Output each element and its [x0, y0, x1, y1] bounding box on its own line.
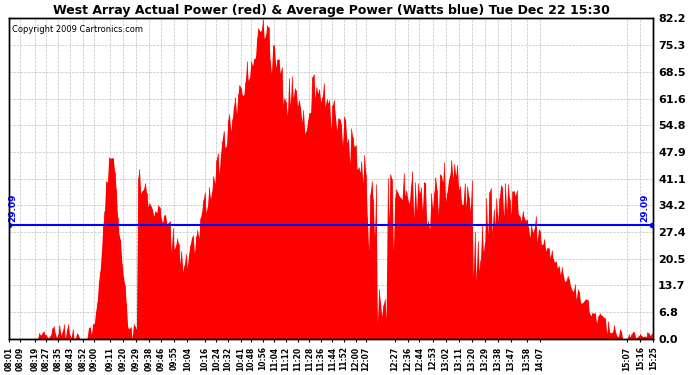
Text: Copyright 2009 Cartronics.com: Copyright 2009 Cartronics.com [12, 25, 143, 34]
Title: West Array Actual Power (red) & Average Power (Watts blue) Tue Dec 22 15:30: West Array Actual Power (red) & Average … [52, 4, 609, 17]
Text: 29.09: 29.09 [640, 193, 649, 222]
Text: 29.09: 29.09 [8, 193, 17, 222]
